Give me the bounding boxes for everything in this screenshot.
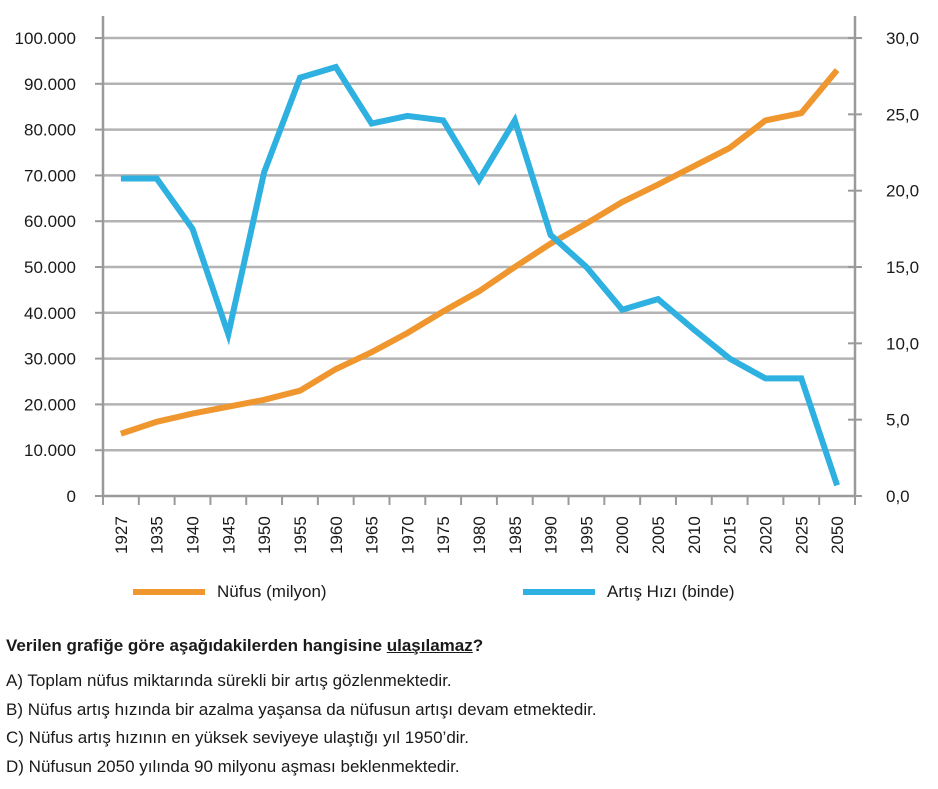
x-tick-label: 1960: [327, 516, 346, 554]
dual-axis-line-chart: 0 10.000 20.000 30.000 40.000 50.000 60.000 70.…: [15, 16, 919, 554]
question-prefix: Verilen grafiğe göre aşağıdakilerden han…: [6, 636, 387, 655]
left-tick-label: 80.000: [24, 121, 76, 140]
x-tick-label: 2015: [721, 516, 740, 554]
question-underlined-word: ulaşılamaz: [386, 636, 473, 655]
legend-item-population: Nüfus (milyon): [133, 582, 327, 602]
left-tick-label: 90.000: [24, 75, 76, 94]
legend-item-growth-rate: Artış Hızı (binde): [523, 582, 735, 602]
x-tick-label: 2000: [613, 516, 632, 554]
legend-swatch-population: [133, 589, 205, 595]
chart-legend: Nüfus (milyon) Artış Hızı (binde): [0, 582, 938, 606]
x-tick-label: 1990: [542, 516, 561, 554]
x-tick-label: 2005: [649, 516, 668, 554]
question-suffix: ?: [472, 636, 484, 655]
answer-options: A) Toplam nüfus miktarında sürekli bir a…: [6, 670, 597, 784]
x-tick-label: 2025: [792, 516, 811, 554]
left-tick-label: 20.000: [24, 395, 76, 414]
x-tick-label: 1970: [398, 516, 417, 554]
right-tick-label: 30,0: [886, 29, 919, 48]
left-tick-label: 60.000: [24, 212, 76, 231]
x-tick-label: 1965: [363, 516, 382, 554]
right-tick-label: 10,0: [886, 334, 919, 353]
left-tick-label: 50.000: [24, 258, 76, 277]
legend-label-growth-rate: Artış Hızı (binde): [607, 582, 735, 601]
x-tick-label: 1995: [577, 516, 596, 554]
x-tick-label: 1935: [148, 516, 167, 554]
x-tick-label: 1980: [470, 516, 489, 554]
legend-label-population: Nüfus (milyon): [217, 582, 327, 601]
option-c[interactable]: C) Nüfus artış hızının en yüksek seviyey…: [6, 728, 469, 747]
right-tick-label: 15,0: [886, 258, 919, 277]
population-line: [119, 68, 840, 437]
x-tick-label: 1945: [219, 516, 238, 554]
left-tick-label: 40.000: [24, 304, 76, 323]
right-tick-label: 5,0: [886, 411, 910, 430]
x-tick-label: 2010: [685, 516, 704, 554]
option-b[interactable]: B) Nüfus artış hızında bir azalma yaşans…: [6, 699, 597, 719]
x-tick-label: 1975: [434, 516, 453, 554]
x-tick-label: 1940: [184, 516, 203, 554]
x-tick-label: 2050: [828, 516, 847, 554]
option-d[interactable]: D) Nüfusun 2050 yılında 90 milyonu aşmas…: [6, 756, 460, 776]
x-tick-label: 1955: [291, 516, 310, 554]
x-tick-label: 1950: [255, 516, 274, 554]
x-tick-label: 1927: [112, 516, 131, 554]
right-tick-label: 20,0: [886, 182, 919, 201]
right-tick-label: 0,0: [886, 487, 910, 506]
left-tick-label: 70.000: [24, 166, 76, 185]
right-tick-label: 25,0: [886, 105, 919, 124]
x-tick-label: 1985: [506, 516, 525, 554]
question-text: Verilen grafiğe göre aşağıdakilerden han…: [6, 636, 483, 656]
left-tick-label: 0: [67, 487, 76, 506]
left-tick-label: 100.000: [15, 29, 76, 48]
left-tick-label: 30.000: [24, 350, 76, 369]
left-tick-label: 10.000: [24, 441, 76, 460]
option-a[interactable]: A) Toplam nüfus miktarında sürekli bir a…: [6, 671, 452, 690]
legend-swatch-growth-rate: [523, 589, 595, 595]
x-tick-label: 2020: [756, 516, 775, 554]
